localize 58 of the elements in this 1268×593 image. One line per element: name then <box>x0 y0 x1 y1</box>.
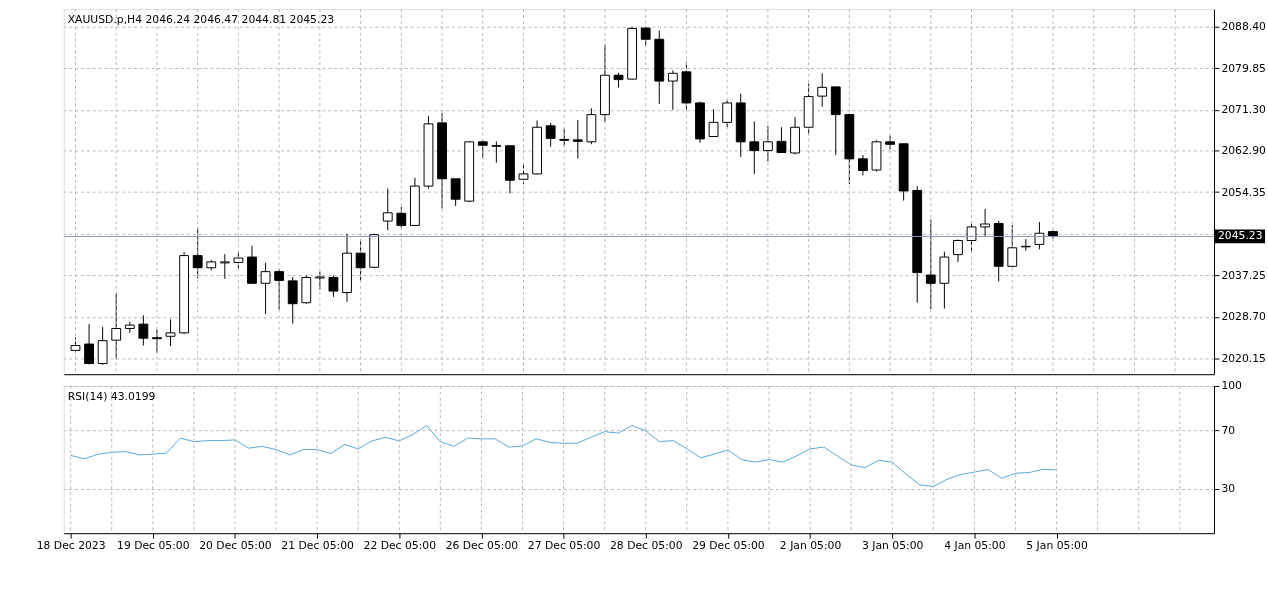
line-series <box>70 424 1058 488</box>
candlestick <box>776 126 787 154</box>
x-tick-label: 20 Dec 05:00 <box>199 539 272 553</box>
x-tick-label: 3 Jan 05:00 <box>862 539 924 553</box>
y-tick-label: 2088.40 <box>1221 20 1267 34</box>
x-tick-label: 4 Jan 05:00 <box>944 539 1006 553</box>
candlestick <box>708 108 719 137</box>
y-tick-label: 70 <box>1221 423 1236 437</box>
x-tick-label: 26 Dec 05:00 <box>445 539 519 553</box>
candlestick <box>545 122 556 148</box>
chart-title: XAUUSD.p,H4 2046.24 2046.47 2044.81 2045.23 <box>67 12 335 26</box>
candlestick <box>328 275 339 298</box>
x-tick-label: 2 Jan 05:00 <box>779 539 842 553</box>
candlestick <box>382 188 393 231</box>
candlestick <box>260 262 271 315</box>
candlestick <box>749 120 760 175</box>
x-tick-label: 19 Dec 05:00 <box>117 539 190 553</box>
y-tick-label: 2054.35 <box>1221 185 1266 199</box>
x-tick-label: 22 Dec 05:00 <box>363 539 437 553</box>
x-tick-label: 18 Dec 2023 <box>36 539 106 553</box>
candlestick <box>84 323 94 365</box>
candlestick <box>152 328 162 354</box>
y-tick-label: 30 <box>1221 482 1236 496</box>
candlestick <box>192 226 203 279</box>
candlestick <box>355 239 366 281</box>
chart-title: RSI(14) 43.0199 <box>67 389 156 403</box>
candlestick <box>287 276 298 325</box>
candlestick <box>667 69 678 111</box>
candlestick <box>450 178 461 207</box>
candlestick <box>138 314 149 347</box>
candlestick <box>491 140 502 164</box>
y-tick-label: 2071.30 <box>1221 103 1267 117</box>
candlestick <box>722 100 733 128</box>
x-tick-label: 21 Dec 05:00 <box>281 539 354 553</box>
x-tick-label: 5 Jan 05:00 <box>1026 539 1088 553</box>
candlestick <box>572 119 583 159</box>
y-tick-label: 2079.85 <box>1221 61 1266 75</box>
ref-line-label: 2045.23 <box>1217 229 1263 243</box>
candlestick <box>111 293 122 360</box>
candlestick <box>165 318 176 347</box>
candlestick <box>925 219 936 310</box>
candlestick <box>858 154 868 176</box>
y-tick-label: 2062.90 <box>1221 144 1267 158</box>
y-tick-label: 2028.70 <box>1221 310 1267 324</box>
candlestick <box>1034 221 1045 250</box>
candlestick <box>219 253 230 280</box>
candlestick <box>97 326 108 366</box>
candlestick <box>817 72 828 108</box>
x-tick-label: 29 Dec 05:00 <box>692 539 765 553</box>
y-tick-label: 2037.25 <box>1221 268 1266 282</box>
candlestick <box>980 208 991 238</box>
candlestick <box>966 220 977 252</box>
x-tick-label: 27 Dec 05:00 <box>527 539 601 553</box>
candlestick <box>762 125 773 162</box>
x-tick-label: 28 Dec 05:00 <box>609 539 683 553</box>
y-tick-label: 2020.15 <box>1221 351 1266 365</box>
y-tick-label: 100 <box>1221 379 1243 393</box>
candlestick <box>274 268 285 311</box>
